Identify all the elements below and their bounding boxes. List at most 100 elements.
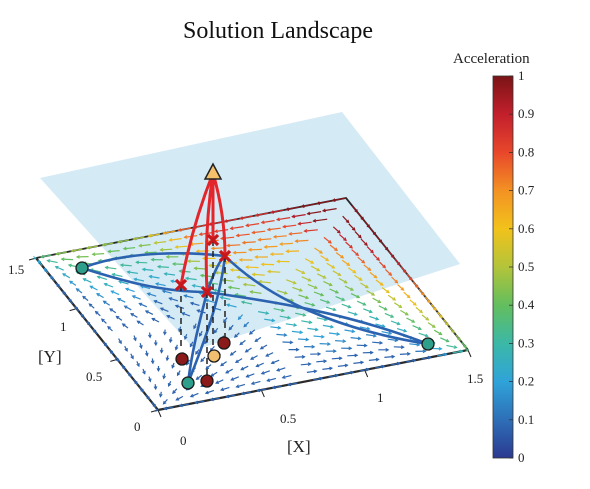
field-arrowhead (68, 298, 72, 303)
field-arrow (122, 323, 129, 329)
field-arrow (348, 223, 356, 231)
field-arrowhead (263, 245, 268, 249)
field-arrowhead (226, 243, 231, 248)
field-arrowhead (301, 355, 306, 359)
field-arrow (335, 296, 345, 301)
field-arrow (319, 299, 330, 304)
field-arrowhead (248, 331, 253, 335)
field-arrow (376, 235, 383, 243)
field-arrowhead (298, 288, 304, 292)
field-arrow (286, 279, 297, 285)
field-arrowhead (33, 256, 38, 260)
saddle-node-marker (175, 352, 189, 366)
field-arrowhead (325, 257, 330, 262)
field-arrowhead (198, 232, 203, 236)
field-arrow (226, 394, 236, 398)
field-arrowhead (102, 300, 107, 305)
field-arrowhead (254, 338, 259, 343)
field-arrow (332, 270, 341, 276)
field-arrow (360, 282, 369, 289)
field-arrowhead (425, 317, 430, 321)
field-arrowhead (70, 248, 75, 253)
field-arrowhead (313, 369, 318, 374)
y-tick-label: 1.5 (8, 262, 24, 277)
field-arrowhead (255, 363, 260, 368)
field-arrow (295, 312, 306, 316)
colorbar-tick-label: 0.9 (518, 106, 534, 121)
saddle-node-marker (217, 336, 231, 350)
field-arrowhead (361, 259, 366, 264)
field-arrowhead (195, 249, 200, 254)
field-arrow (88, 303, 95, 309)
field-arrowhead (352, 269, 357, 274)
field-arrow (89, 285, 98, 291)
field-arrowhead (357, 336, 362, 341)
field-arrowhead (136, 363, 140, 368)
field-arrow (388, 250, 395, 259)
separatrix-curve (186, 290, 209, 385)
field-arrow (254, 336, 262, 342)
field-arrowhead (195, 376, 200, 381)
field-arrow (123, 247, 136, 250)
red-path (204, 172, 215, 293)
field-arrow (134, 278, 145, 282)
field-arrow (133, 236, 145, 240)
field-arrowhead (439, 314, 443, 319)
field-arrowhead (153, 240, 158, 245)
field-arrowhead (366, 326, 371, 331)
field-arrow (387, 338, 398, 342)
field-arrowhead (371, 292, 376, 296)
field-arrowhead (320, 334, 325, 339)
field-arrow (120, 264, 132, 267)
field-arrowhead (159, 349, 164, 354)
field-arrow (342, 215, 350, 224)
field-arrowhead (270, 360, 275, 365)
field-arrowhead (247, 247, 252, 252)
field-arrowhead (229, 268, 234, 272)
field-arrowhead (331, 265, 336, 269)
field-arrowhead (176, 372, 181, 377)
field-arrowhead (422, 349, 427, 354)
field-arrow (357, 256, 365, 264)
field-arrow (384, 268, 392, 276)
field-arrow (140, 285, 151, 290)
field-arrowhead (368, 309, 373, 314)
field-arrow (240, 365, 249, 371)
field-arrowhead (223, 219, 228, 223)
field-arrow (446, 344, 457, 349)
field-arrow (372, 253, 380, 261)
field-arrow (208, 221, 223, 226)
field-arrow (344, 329, 355, 333)
field-arrowhead (373, 274, 378, 279)
field-arrowhead (295, 347, 300, 352)
field-arrow (369, 228, 377, 236)
field-arrowhead (131, 295, 136, 299)
field-arrowhead (427, 355, 432, 360)
field-arrowhead (376, 257, 380, 262)
field-arrow (329, 244, 338, 251)
field-arrow (185, 277, 197, 281)
field-arrowhead (356, 294, 361, 299)
field-arrow (71, 248, 83, 252)
field-arrowhead (166, 314, 171, 319)
field-arrowhead (171, 364, 175, 369)
field-arrow (359, 368, 369, 372)
field-arrowhead (54, 265, 59, 270)
field-arrowhead (96, 293, 100, 297)
field-arrow (368, 358, 379, 361)
saddle-node-marker (200, 374, 214, 388)
field-arrow (154, 300, 163, 305)
field-arrow (396, 328, 407, 332)
field-arrowhead (329, 366, 334, 371)
field-arrow (175, 245, 188, 248)
field-arrowhead (174, 346, 179, 351)
field-arrow (256, 362, 264, 368)
field-arrow (235, 293, 247, 297)
field-arrow (455, 334, 461, 341)
field-arrowhead (334, 373, 339, 378)
field-arrowhead (254, 213, 259, 217)
field-arrowhead (341, 297, 346, 301)
field-arrowhead (183, 235, 188, 239)
field-arrowhead (337, 272, 342, 276)
field-arrowhead (144, 310, 149, 314)
